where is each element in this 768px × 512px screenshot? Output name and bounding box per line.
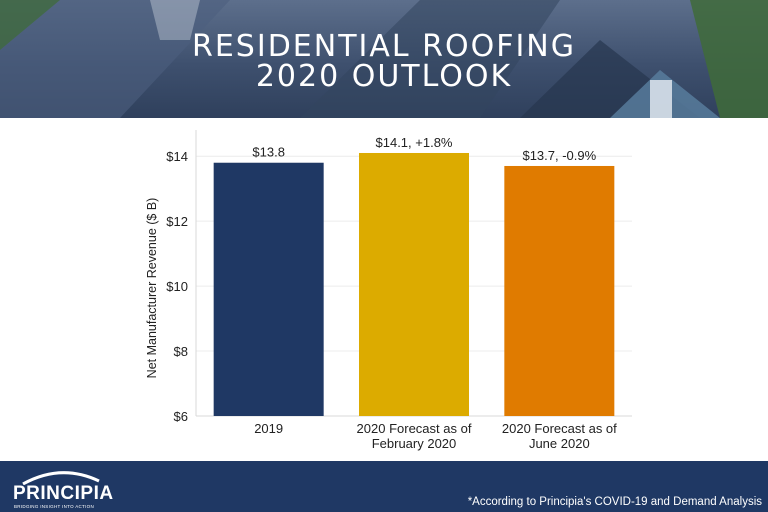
logo-arc-icon — [22, 471, 100, 485]
y-tick-label: $14 — [166, 149, 188, 164]
page-title: RESIDENTIAL ROOFING 2020 OUTLOOK — [0, 32, 768, 92]
data-label: $13.8 — [252, 145, 285, 160]
header-banner: RESIDENTIAL ROOFING 2020 OUTLOOK — [0, 0, 768, 118]
x-tick-label: June 2020 — [529, 436, 590, 451]
roof-background-image — [0, 0, 768, 118]
chart-panel: $6 $8 $10 $12 $14 Net Manufacturer Revenue ($… — [0, 118, 768, 461]
x-tick-label: 2020 Forecast as of — [502, 421, 617, 436]
title-line-2: 2020 OUTLOOK — [255, 59, 513, 94]
source-footnote: *According to Principia's COVID-19 and D… — [467, 496, 762, 508]
x-tick-label: 2020 Forecast as of — [357, 421, 472, 436]
bar — [504, 165, 615, 416]
y-tick-label: $8 — [174, 344, 188, 359]
x-tick-label: 2019 — [254, 421, 283, 436]
y-tick-label: $10 — [166, 279, 188, 294]
y-tick-label: $6 — [174, 409, 188, 424]
bar — [359, 152, 469, 417]
footer-bar: PRINCIPIA BRIDGING INSIGHT INTO ACTION *… — [0, 461, 768, 512]
y-tick-label: $12 — [166, 214, 188, 229]
principia-logo: PRINCIPIA BRIDGING INSIGHT INTO ACTION — [13, 469, 113, 509]
bar — [213, 162, 324, 416]
data-label: $14.1, +1.8% — [376, 135, 453, 150]
title-line-1: RESIDENTIAL ROOFING — [192, 29, 576, 64]
logo-wordmark: PRINCIPIA — [13, 483, 114, 504]
x-tick-label: February 2020 — [372, 436, 457, 451]
data-label: $13.7, -0.9% — [522, 148, 596, 163]
bar-chart: $6 $8 $10 $12 $14 Net Manufacturer Revenue ($… — [145, 130, 632, 451]
logo-tagline: BRIDGING INSIGHT INTO ACTION — [14, 504, 94, 509]
y-axis-label: Net Manufacturer Revenue ($ B) — [145, 198, 159, 379]
